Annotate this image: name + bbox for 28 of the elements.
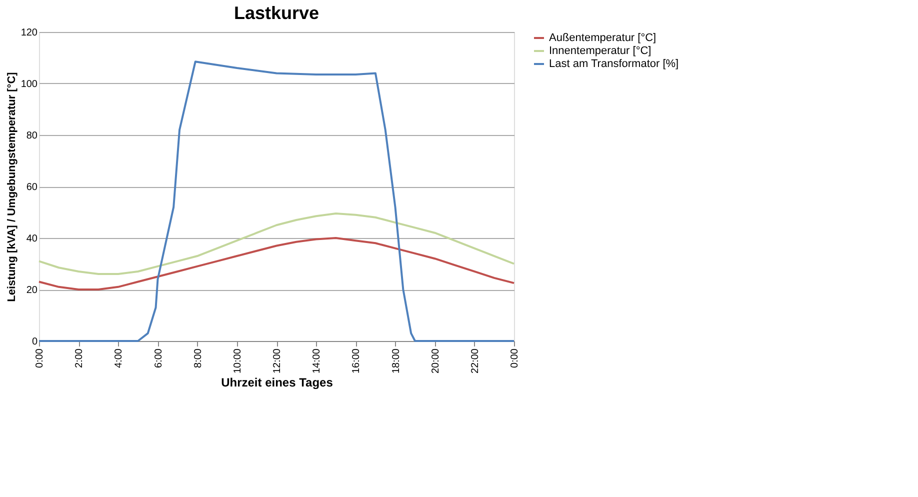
y-tick-label: 20: [26, 285, 38, 296]
chart-title: Lastkurve: [234, 3, 320, 23]
x-tick-label: 18:00: [390, 348, 402, 374]
x-tick-label: 22:00: [470, 348, 481, 374]
line-series: [38, 237, 515, 290]
y-tick-label: 80: [26, 130, 38, 142]
legend-label: Innentemperatur [°C]: [549, 45, 652, 57]
x-tick-label: 6:00: [153, 348, 164, 368]
y-tick-label: 120: [20, 28, 38, 38]
y-tick-label: 0: [32, 336, 38, 348]
x-tick-label: 2:00: [74, 348, 86, 368]
x-tick-label: 12:00: [272, 348, 283, 374]
line-series: [38, 212, 515, 276]
x-axis-title: Uhrzeit eines Tages: [221, 376, 334, 390]
legend-label: Last am Transformator [%]: [549, 58, 679, 70]
x-tick-label: 8:00: [192, 348, 204, 368]
x-tick-label: 20:00: [430, 348, 442, 374]
legend-label: Außentemperatur [°C]: [549, 32, 656, 44]
y-axis-title: Leistung [kVA] / Umgebungstemperatur [°C]: [6, 72, 18, 302]
y-tick-label: 100: [20, 79, 38, 90]
x-tick-label: 4:00: [114, 348, 125, 368]
y-tick-label: 60: [26, 182, 38, 193]
x-tick-label: 0:00: [510, 348, 520, 368]
x-tick-label: 16:00: [351, 348, 362, 374]
x-tick-label: 14:00: [312, 348, 323, 374]
y-tick-label: 40: [26, 234, 38, 244]
x-tick-label: 0:00: [34, 348, 46, 368]
x-tick-label: 10:00: [232, 348, 244, 374]
